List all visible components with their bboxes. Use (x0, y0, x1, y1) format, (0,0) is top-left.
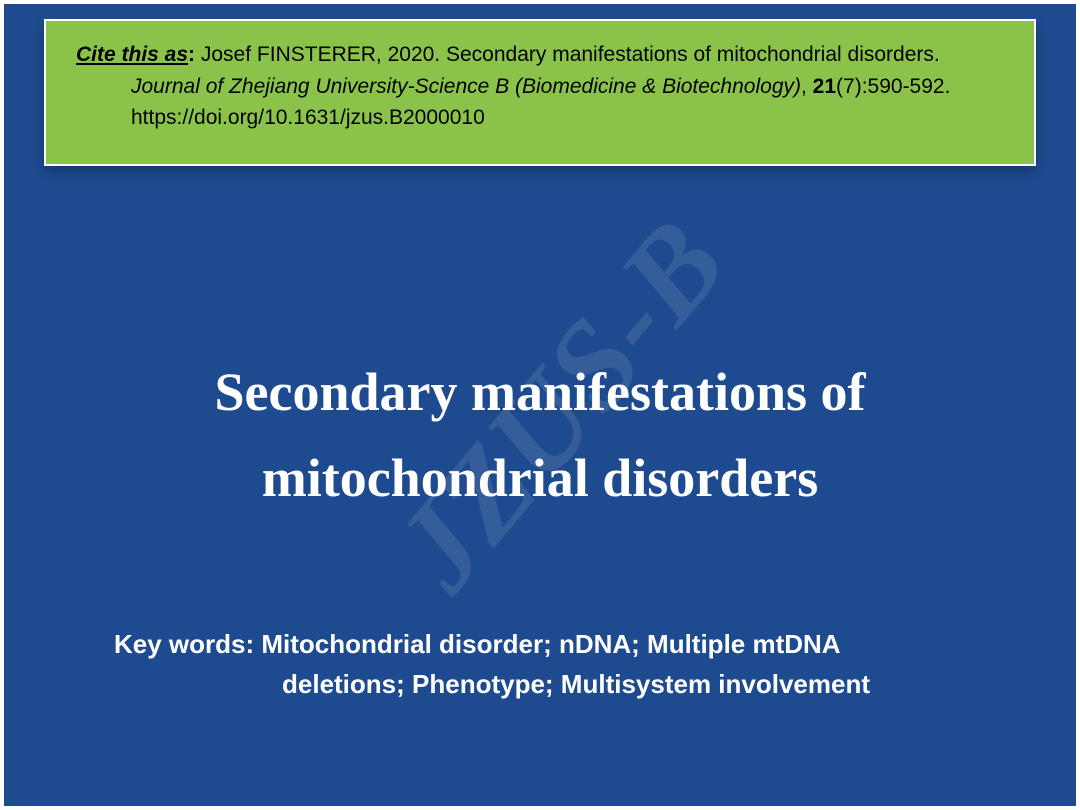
cite-comma: , (801, 75, 813, 98)
citation-box: Cite this as: Josef FINSTERER, 2020. Sec… (44, 19, 1036, 166)
cite-author-line: Josef FINSTERER, 2020. Secondary manifes… (195, 43, 940, 66)
title-line2: mitochondrial disorders (262, 448, 819, 508)
cite-label: Cite this as (76, 43, 188, 66)
keywords-block: Key words: Mitochondrial disorder; nDNA;… (114, 624, 986, 705)
cite-doi: https://doi.org/10.1631/jzus.B2000010 (76, 102, 1004, 134)
citation-content: Cite this as: Josef FINSTERER, 2020. Sec… (76, 39, 1004, 134)
main-title: Secondary manifestations of mitochondria… (4, 349, 1076, 522)
cite-journal-line: Journal of Zhejiang University-Science B… (76, 71, 1004, 103)
cite-pages: (7):590-592. (836, 75, 950, 98)
cite-colon: : (188, 43, 195, 66)
keywords-line2: deletions; Phenotype; Multisystem involv… (114, 664, 986, 704)
cite-volume: 21 (813, 75, 836, 98)
keywords-label: Key words: (114, 629, 254, 659)
cite-journal: Journal of Zhejiang University-Science B… (131, 75, 801, 98)
title-line1: Secondary manifestations of (215, 362, 866, 422)
keywords-line1: Mitochondrial disorder; nDNA; Multiple m… (254, 629, 840, 659)
